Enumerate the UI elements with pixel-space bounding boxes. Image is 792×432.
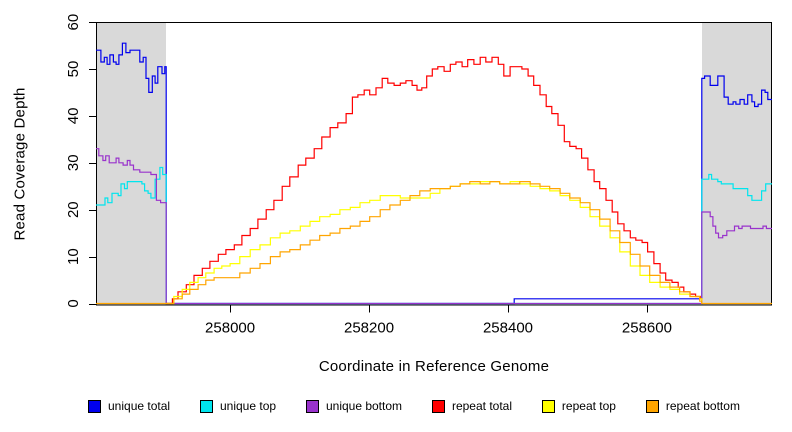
series-line-unique-total: [96, 42, 772, 305]
y-tick-label: 20: [65, 201, 82, 218]
legend-swatch-unique-top: [199, 399, 213, 413]
x-tick-label: 258200: [344, 320, 394, 337]
legend-item-unique-top: unique top: [199, 399, 277, 413]
x-axis-title: Coordinate in Reference Genome: [318, 358, 550, 375]
series-line-unique-bottom: [96, 148, 772, 305]
legend-item-unique-total: unique total: [88, 399, 170, 413]
y-tick-label: 30: [65, 154, 82, 171]
legend-label: unique bottom: [325, 399, 403, 413]
legend-item-repeat-bottom: repeat bottom: [645, 399, 740, 413]
legend-swatch-repeat-top: [541, 399, 555, 413]
shaded-region: [701, 22, 772, 306]
y-axis-title: Read Coverage Depth: [11, 87, 29, 241]
legend-swatch-repeat-bottom: [645, 399, 659, 413]
legend-label: unique top: [219, 399, 277, 413]
legend-swatch-unique-total: [88, 399, 101, 413]
legend-swatch-repeat-total: [431, 399, 445, 413]
legend-label: repeat bottom: [665, 399, 740, 413]
x-tick-label: 258000: [205, 320, 255, 337]
shaded-region: [96, 22, 167, 306]
y-tick-label: 10: [65, 248, 82, 265]
series-line-repeat-bottom: [96, 181, 772, 305]
legend-label: repeat top: [561, 399, 616, 413]
legend-swatch-unique-bottom: [305, 399, 319, 413]
legend-label: unique total: [108, 399, 171, 413]
y-tick-label: 0: [65, 299, 82, 307]
series-line-unique-top: [96, 166, 772, 305]
series-line-repeat-top: [166, 181, 703, 305]
y-tick-label: 40: [65, 108, 82, 125]
legend: unique total unique top unique bottom repea…: [88, 399, 740, 413]
plot-border: [96, 22, 772, 306]
legend-item-repeat-total: repeat total: [431, 399, 512, 413]
legend-item-repeat-top: repeat top: [541, 399, 616, 413]
x-tick-label: 258400: [483, 320, 533, 337]
x-tick-label: 258600: [622, 320, 672, 337]
legend-item-unique-bottom: unique bottom: [305, 399, 403, 413]
legend-label: repeat total: [451, 399, 512, 413]
y-tick-label: 50: [65, 61, 82, 78]
series-line-repeat-total: [166, 56, 703, 305]
y-tick-label: 60: [65, 14, 82, 31]
